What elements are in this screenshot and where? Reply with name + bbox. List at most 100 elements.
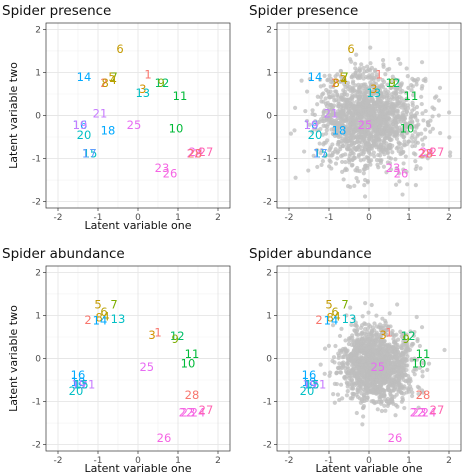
cloud-point xyxy=(427,151,432,156)
species-label-21: 21 xyxy=(93,106,108,120)
species-label-6: 6 xyxy=(116,42,123,56)
cloud-point xyxy=(387,388,392,393)
species-label-17: 17 xyxy=(73,377,88,391)
cloud-point xyxy=(388,85,393,91)
cloud-point xyxy=(392,116,397,121)
cloud-point xyxy=(417,365,422,370)
cloud-point xyxy=(386,401,391,406)
cloud-point xyxy=(385,89,391,94)
species-label-16: 16 xyxy=(73,118,88,132)
cloud-point xyxy=(317,141,322,146)
cloud-point xyxy=(401,167,406,172)
cloud-point xyxy=(344,124,349,130)
y-tick-label: 0 xyxy=(266,355,272,365)
species-label-4: 4 xyxy=(102,309,109,323)
cloud-point xyxy=(334,118,339,123)
cloud-point xyxy=(387,161,393,166)
cloud-point xyxy=(350,333,355,338)
cloud-point xyxy=(334,370,339,375)
cloud-point xyxy=(351,155,356,161)
cloud-point xyxy=(384,99,390,104)
cloud-point xyxy=(353,115,358,120)
cloud-point xyxy=(401,161,406,166)
cloud-point xyxy=(413,159,418,164)
cloud-point xyxy=(371,150,376,155)
cloud-point xyxy=(349,373,354,379)
cloud-point xyxy=(396,171,402,176)
cloud-point xyxy=(328,370,333,375)
cloud-point xyxy=(387,311,392,316)
cloud-point xyxy=(339,79,344,84)
species-label-14: 14 xyxy=(93,314,108,328)
species-label-23: 23 xyxy=(155,161,170,175)
cloud-point xyxy=(408,116,413,121)
cloud-point xyxy=(356,366,361,371)
cloud-point xyxy=(397,94,402,100)
cloud-point xyxy=(336,149,341,154)
cloud-point xyxy=(447,135,452,140)
cloud-point xyxy=(395,302,400,307)
cloud-point xyxy=(333,343,338,349)
cloud-point xyxy=(374,324,380,329)
cloud-point xyxy=(355,136,360,141)
cloud-point xyxy=(347,125,352,130)
cloud-point xyxy=(363,86,369,91)
species-label-27: 27 xyxy=(430,403,445,417)
cloud-point xyxy=(379,399,384,405)
cloud-point xyxy=(412,143,418,148)
y-axis-title: Latent variable two xyxy=(7,62,20,169)
cloud-point xyxy=(423,108,428,114)
cloud-point xyxy=(331,392,336,397)
cloud-point xyxy=(357,66,362,71)
cloud-point xyxy=(377,130,382,135)
cloud-point xyxy=(369,99,374,104)
cloud-point xyxy=(358,387,364,392)
cloud-point xyxy=(398,61,403,66)
cloud-point xyxy=(343,376,348,381)
cloud-point xyxy=(356,107,361,113)
cloud-point xyxy=(374,330,379,335)
cloud-point xyxy=(388,167,394,172)
cloud-point xyxy=(362,194,368,199)
cloud-point xyxy=(406,381,412,386)
cloud-point xyxy=(371,102,377,107)
cloud-point xyxy=(366,352,372,357)
cloud-point xyxy=(326,108,331,113)
y-tick-label: 1 xyxy=(266,68,272,78)
species-label-27: 27 xyxy=(430,145,445,159)
species-label-11: 11 xyxy=(185,347,200,361)
cloud-point xyxy=(332,98,337,103)
cloud-point xyxy=(323,131,329,136)
species-label-13: 13 xyxy=(135,86,150,100)
cloud-point xyxy=(338,123,343,129)
cloud-point xyxy=(415,384,420,389)
cloud-point xyxy=(419,60,425,65)
cloud-point xyxy=(394,166,399,171)
species-label-22: 22 xyxy=(179,405,194,419)
cloud-point xyxy=(413,136,418,141)
x-tick-label: 1 xyxy=(406,213,412,223)
cloud-point xyxy=(380,374,385,379)
cloud-point xyxy=(311,153,316,158)
species-label-25: 25 xyxy=(358,118,373,132)
cloud-point xyxy=(341,360,346,365)
cloud-point xyxy=(339,326,344,331)
y-tick-label: -2 xyxy=(263,441,272,451)
cloud-point xyxy=(351,86,356,91)
cloud-point xyxy=(319,99,324,104)
cloud-point xyxy=(315,102,320,107)
cloud-point xyxy=(344,104,349,109)
cloud-point xyxy=(414,125,419,130)
cloud-point xyxy=(345,98,350,103)
cloud-point xyxy=(306,168,311,173)
cloud-point xyxy=(404,169,409,174)
cloud-point xyxy=(393,157,398,162)
cloud-point xyxy=(442,347,447,353)
cloud-point xyxy=(341,177,346,182)
cloud-point xyxy=(361,171,366,176)
cloud-point xyxy=(356,381,361,386)
cloud-point xyxy=(351,136,356,141)
cloud-point xyxy=(331,132,336,137)
species-label-12: 12 xyxy=(386,76,401,90)
species-label-1: 1 xyxy=(154,326,161,340)
